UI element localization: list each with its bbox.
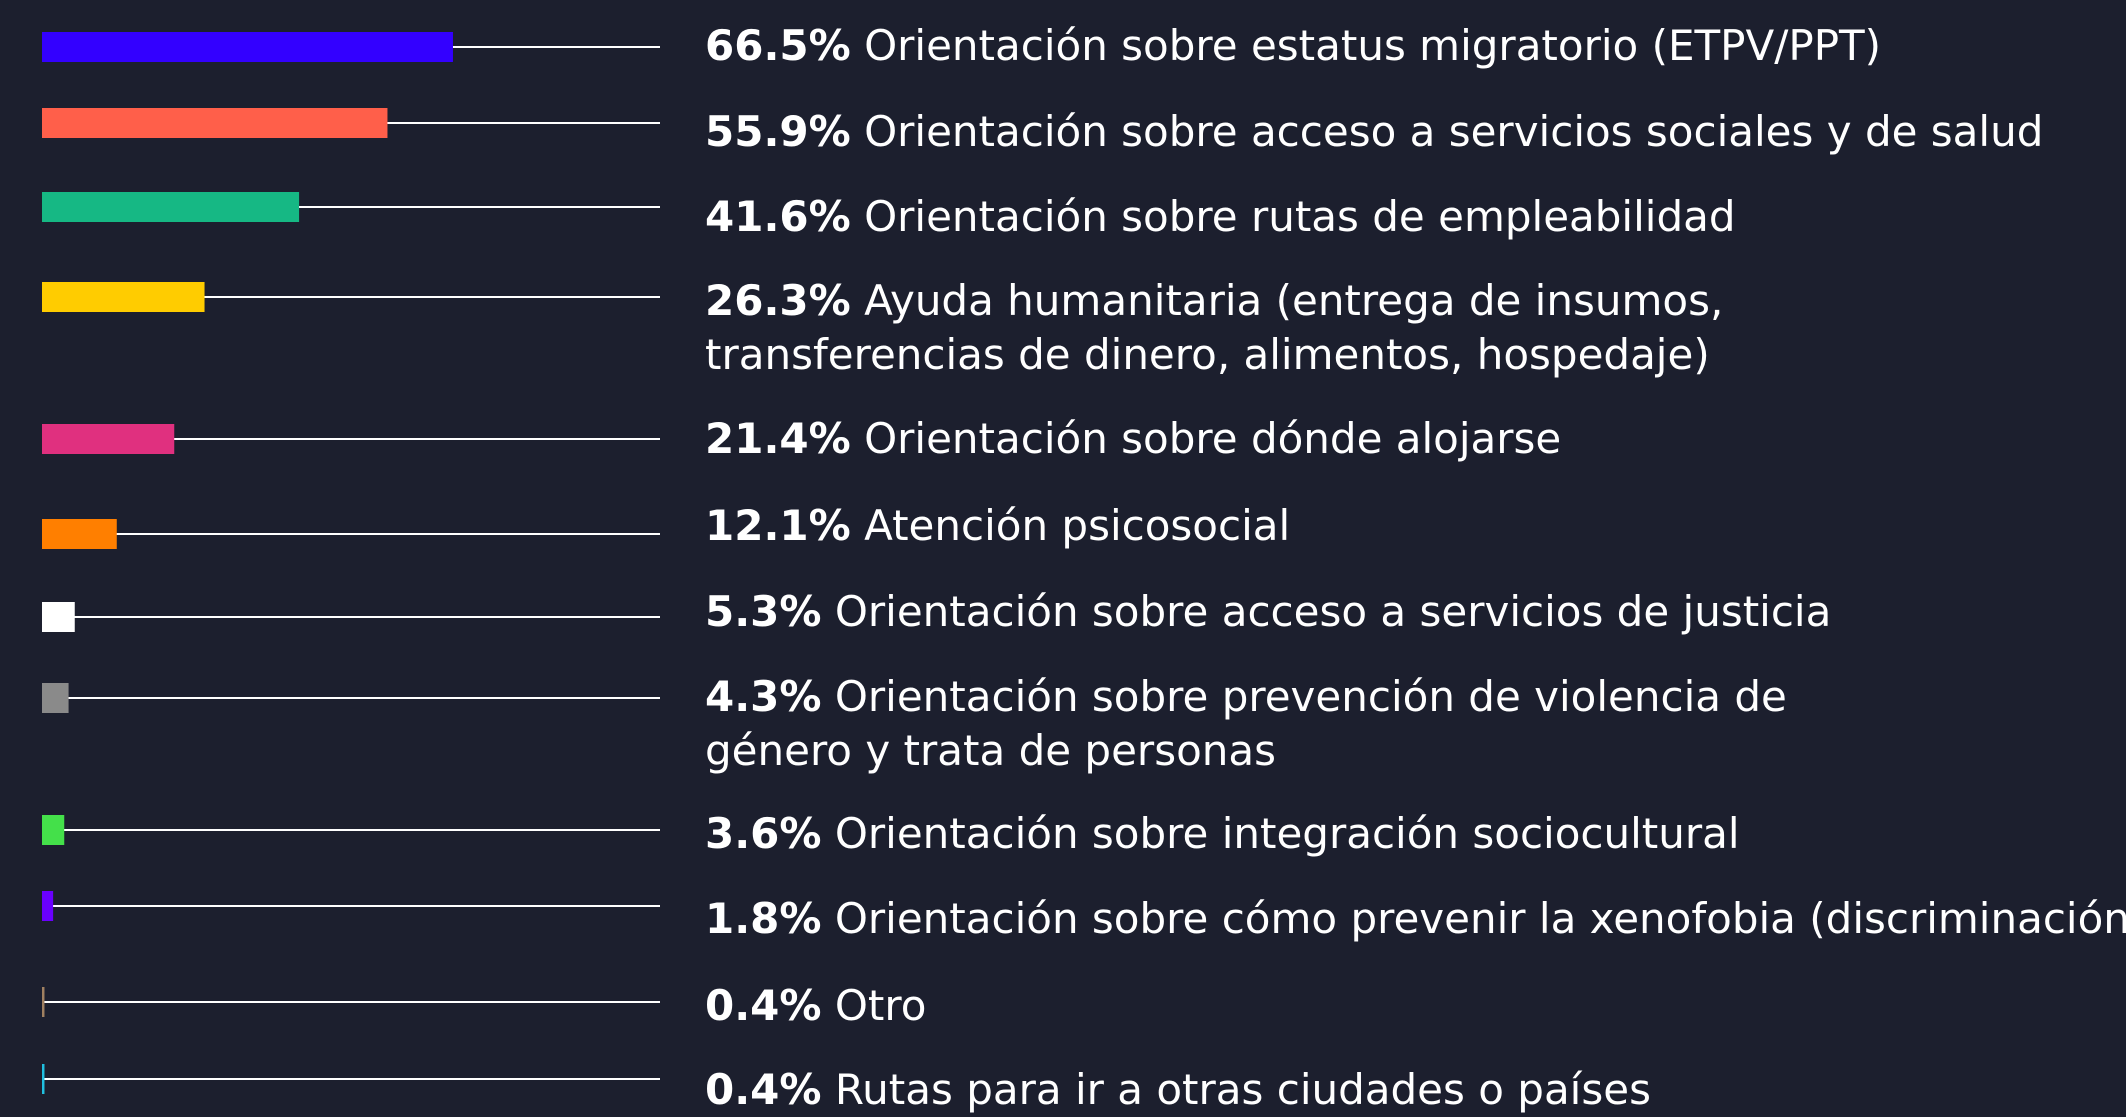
category-label: Orientación sobre acceso a servicios soc… bbox=[864, 107, 2044, 156]
category-label: Orientación sobre integración sociocultu… bbox=[834, 809, 1740, 858]
bar bbox=[42, 108, 388, 138]
bar-label: 4.3% Orientación sobre prevención de vio… bbox=[705, 670, 1805, 778]
category-label: Orientación sobre prevención de violenci… bbox=[705, 672, 1787, 775]
bar bbox=[42, 987, 45, 1017]
value-label: 12.1% bbox=[705, 501, 851, 550]
bar-label: 66.5% Orientación sobre estatus migrator… bbox=[705, 19, 1881, 73]
value-label: 5.3% bbox=[705, 587, 822, 636]
bar bbox=[42, 519, 117, 549]
category-label: Atención psicosocial bbox=[864, 501, 1291, 550]
bar bbox=[42, 1064, 45, 1094]
bar bbox=[42, 602, 75, 632]
value-label: 4.3% bbox=[705, 672, 822, 721]
category-label: Rutas para ir a otras ciudades o países bbox=[834, 1065, 1651, 1114]
bar bbox=[42, 815, 65, 845]
bar-label: 41.6% Orientación sobre rutas de empleab… bbox=[705, 190, 1736, 244]
bar bbox=[42, 32, 453, 62]
value-label: 1.8% bbox=[705, 894, 822, 943]
category-label: Orientación sobre rutas de empleabilidad bbox=[864, 192, 1736, 241]
category-label: Orientación sobre dónde alojarse bbox=[864, 414, 1562, 463]
bar-label: 0.4% Otro bbox=[705, 979, 926, 1033]
bar bbox=[42, 282, 205, 312]
value-label: 26.3% bbox=[705, 276, 851, 325]
value-label: 66.5% bbox=[705, 21, 851, 70]
category-label: Otro bbox=[834, 981, 927, 1030]
value-label: 41.6% bbox=[705, 192, 851, 241]
bar-label: 0.4% Rutas para ir a otras ciudades o pa… bbox=[705, 1063, 1651, 1117]
category-label: Orientación sobre estatus migratorio (ET… bbox=[864, 21, 1882, 70]
bar-label: 1.8% Orientación sobre cómo prevenir la … bbox=[705, 892, 2126, 946]
bar bbox=[42, 192, 300, 222]
bar-label: 12.1% Atención psicosocial bbox=[705, 499, 1290, 553]
value-label: 0.4% bbox=[705, 981, 822, 1030]
value-label: 21.4% bbox=[705, 414, 851, 463]
bar bbox=[42, 891, 54, 921]
bar-label: 3.6% Orientación sobre integración socio… bbox=[705, 807, 1740, 861]
bar-label: 55.9% Orientación sobre acceso a servici… bbox=[705, 105, 2043, 159]
bar bbox=[42, 683, 69, 713]
category-label: Ayuda humanitaria (entrega de insumos, t… bbox=[705, 276, 1724, 379]
value-label: 0.4% bbox=[705, 1065, 822, 1114]
bar-label: 21.4% Orientación sobre dónde alojarse bbox=[705, 412, 1561, 466]
category-label: Orientación sobre acceso a servicios de … bbox=[834, 587, 1832, 636]
bar bbox=[42, 424, 175, 454]
bar-label: 26.3% Ayuda humanitaria (entrega de insu… bbox=[705, 274, 1805, 382]
category-label: Orientación sobre cómo prevenir la xenof… bbox=[834, 894, 2126, 943]
value-label: 55.9% bbox=[705, 107, 851, 156]
value-label: 3.6% bbox=[705, 809, 822, 858]
bar-label: 5.3% Orientación sobre acceso a servicio… bbox=[705, 585, 1831, 639]
